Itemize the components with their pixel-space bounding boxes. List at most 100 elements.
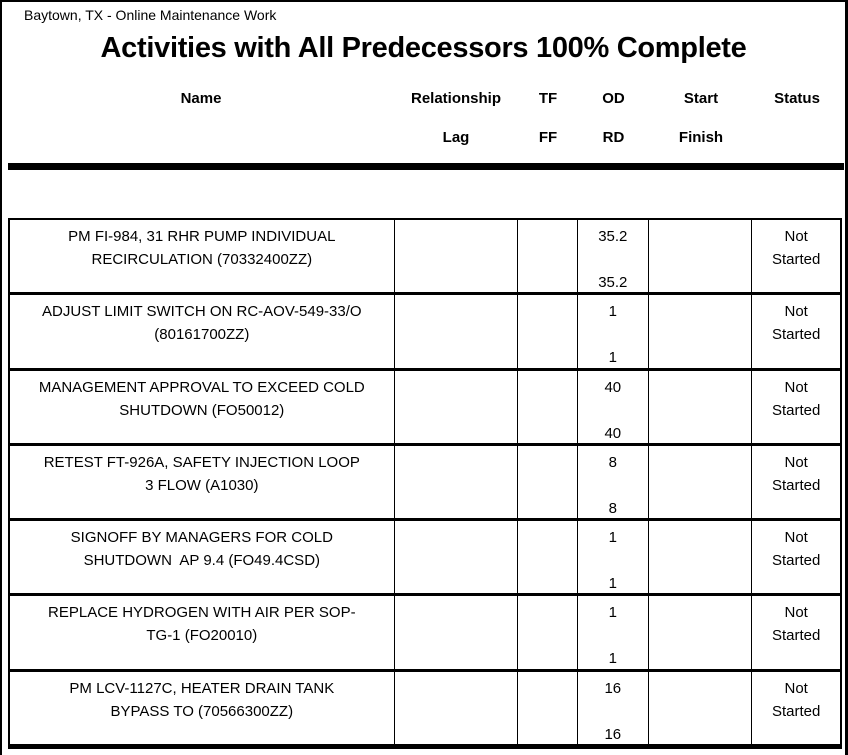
name-cell: ADJUST LIMIT SWITCH ON RC-AOV-549-33/O (… — [10, 295, 395, 368]
table-row: REPLACE HYDROGEN WITH AIR PER SOP- TG-1 … — [10, 596, 840, 672]
status-cell: Not Started — [752, 446, 840, 518]
name-cell: MANAGEMENT APPROVAL TO EXCEED COLD SHUTD… — [10, 370, 395, 443]
column-header-od-rd: OD RD — [602, 90, 625, 146]
relationship-lag-cell — [395, 445, 519, 519]
status-line2: Started — [771, 401, 821, 419]
status-cell: Not Started — [752, 521, 840, 593]
table-row: PM LCV-1127C, HEATER DRAIN TANK BYPASS T… — [10, 671, 840, 744]
activity-name-line1: MANAGEMENT APPROVAL TO EXCEED COLD — [38, 378, 365, 396]
page-title: Activities with All Predecessors 100% Co… — [100, 32, 747, 64]
rd-value: 35.2 — [598, 274, 628, 291]
start-finish-cell — [649, 370, 753, 443]
status-line1: Not — [784, 303, 808, 321]
status-line1: Not — [784, 228, 808, 245]
relationship-lag-cell — [395, 671, 519, 744]
od-rd-cell: 16 16 — [578, 671, 649, 744]
relationship-lag-cell — [395, 370, 519, 443]
tf-ff-cell — [518, 445, 578, 519]
od-rd-cell: 8 8 — [578, 445, 649, 519]
status-line1: Not — [784, 529, 808, 547]
activity-name-line2: (80161700ZZ) — [154, 326, 250, 344]
table-row: PM FI-984, 31 RHR PUMP INDIVIDUAL RECIRC… — [10, 220, 840, 296]
name-cell: SIGNOFF BY MANAGERS FOR COLD SHUTDOWN AP… — [10, 521, 395, 594]
od-rd-cell: 1 1 — [578, 596, 649, 669]
status-cell: Not Started — [752, 596, 840, 668]
status-line1: Not — [784, 378, 808, 396]
activity-name-line2: TG-1 (FO20010) — [146, 627, 258, 645]
activity-name-line2: SHUTDOWN (FO50012) — [119, 401, 285, 419]
table-row: ADJUST LIMIT SWITCH ON RC-AOV-549-33/O (… — [10, 295, 840, 371]
tf-ff-cell — [518, 295, 578, 368]
activity-name-line2: BYPASS TO (70566300ZZ) — [110, 702, 294, 720]
status-line2: Started — [771, 552, 821, 570]
tf-ff-cell — [518, 370, 578, 443]
od-rd-cell: 35.2 35.2 — [578, 220, 649, 293]
start-finish-cell — [649, 445, 753, 519]
activity-name-line1: RETEST FT-926A, SAFETY INJECTION LOOP — [43, 453, 360, 471]
tf-ff-cell — [518, 596, 578, 669]
od-rd-cell: 1 1 — [578, 295, 649, 368]
od-value: 16 — [604, 679, 622, 697]
status-cell: Not Started — [752, 220, 840, 292]
od-value: 8 — [608, 453, 617, 471]
relationship-lag-cell — [395, 220, 519, 293]
start-finish-cell — [649, 521, 753, 594]
table-column-headers: Name Relationship Lag TF FF OD RD Start … — [8, 90, 841, 149]
od-value: 40 — [604, 378, 622, 396]
rd-value: 16 — [604, 725, 622, 743]
table-row: SIGNOFF BY MANAGERS FOR COLD SHUTDOWN AP… — [10, 521, 840, 597]
activity-name-line1: REPLACE HYDROGEN WITH AIR PER SOP- — [48, 604, 356, 622]
rd-value: 1 — [608, 349, 617, 367]
od-value: 1 — [608, 529, 617, 547]
activity-name-line1: SIGNOFF BY MANAGERS FOR COLD — [70, 529, 333, 547]
activity-name-line2: SHUTDOWN AP 9.4 (FO49.4CSD) — [83, 552, 321, 570]
table-row: MANAGEMENT APPROVAL TO EXCEED COLD SHUTD… — [10, 370, 840, 446]
activity-name-line1: PM LCV-1127C, HEATER DRAIN TANK — [69, 679, 335, 697]
od-rd-cell: 1 1 — [578, 521, 649, 594]
tf-ff-cell — [518, 671, 578, 744]
tf-ff-cell — [518, 521, 578, 594]
relationship-lag-cell — [395, 295, 519, 368]
rd-value: 8 — [608, 499, 617, 517]
status-cell: Not Started — [752, 295, 840, 367]
column-header-tf-ff: TF FF — [538, 90, 558, 146]
activity-name-line2: 3 FLOW (A1030) — [145, 476, 259, 494]
activity-name-line1: PM FI-984, 31 RHR PUMP INDIVIDUAL — [68, 228, 336, 245]
od-value: 1 — [608, 303, 617, 321]
status-line2: Started — [771, 326, 821, 344]
table-row: RETEST FT-926A, SAFETY INJECTION LOOP 3 … — [10, 445, 840, 522]
start-finish-cell — [649, 596, 753, 669]
activity-name-line1: ADJUST LIMIT SWITCH ON RC-AOV-549-33/O — [42, 303, 362, 321]
relationship-lag-cell — [395, 596, 519, 669]
column-header-status: Status — [774, 90, 820, 107]
start-finish-cell — [649, 671, 753, 744]
column-header-name: Name — [180, 90, 222, 107]
name-cell: PM LCV-1127C, HEATER DRAIN TANK BYPASS T… — [10, 671, 395, 744]
tf-ff-cell — [518, 220, 578, 293]
status-line1: Not — [784, 453, 808, 471]
report-label: Baytown, TX - Online Maintenance Work — [24, 7, 277, 23]
header-divider-rule — [8, 163, 844, 170]
name-cell: RETEST FT-926A, SAFETY INJECTION LOOP 3 … — [10, 445, 395, 519]
name-cell: PM FI-984, 31 RHR PUMP INDIVIDUAL RECIRC… — [10, 220, 395, 293]
status-line2: Started — [771, 627, 821, 645]
status-line1: Not — [784, 679, 808, 697]
status-line1: Not — [784, 604, 808, 622]
activity-name-line2: RECIRCULATION (70332400ZZ) — [91, 251, 313, 268]
status-cell: Not Started — [752, 371, 840, 443]
od-value: 1 — [608, 604, 617, 622]
column-header-start-finish: Start Finish — [678, 90, 724, 146]
report-table: PM FI-984, 31 RHR PUMP INDIVIDUAL RECIRC… — [8, 218, 842, 749]
relationship-lag-cell — [395, 521, 519, 594]
start-finish-cell — [649, 220, 753, 293]
column-header-relationship-lag: Relationship Lag — [410, 90, 501, 146]
name-cell: REPLACE HYDROGEN WITH AIR PER SOP- TG-1 … — [10, 596, 395, 669]
status-line2: Started — [771, 702, 821, 720]
status-line2: Started — [771, 476, 821, 494]
status-cell: Not Started — [752, 672, 840, 744]
status-line2: Started — [771, 251, 821, 268]
rd-value: 40 — [604, 424, 622, 442]
od-value: 35.2 — [598, 228, 628, 245]
start-finish-cell — [649, 295, 753, 368]
